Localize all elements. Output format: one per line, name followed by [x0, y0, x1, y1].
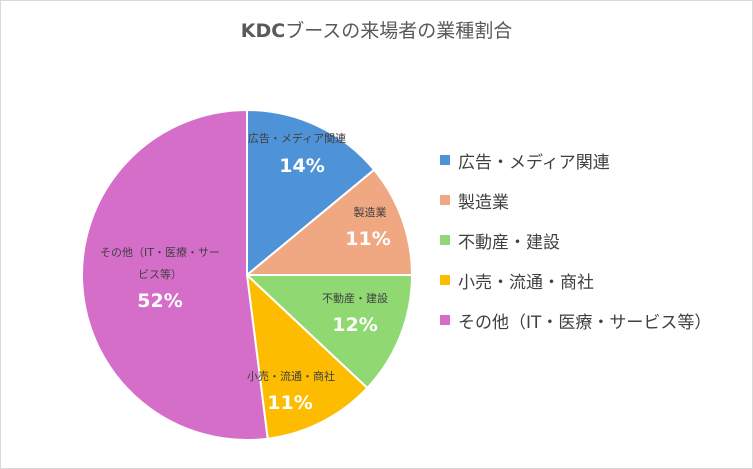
legend-label-4: その他（IT・医療・サービス等）	[458, 312, 712, 333]
slice-label-4: その他（IT・医療・サー ビス等）	[80, 242, 240, 286]
chart-title: KDCブースの来場者の業種割合	[0, 16, 753, 43]
legend: 広告・メディア関連 製造業 不動産・建設 小売・流通・商社 その他（IT・医療・…	[440, 140, 711, 340]
legend-swatch-4	[440, 315, 450, 325]
slice-label-3: 小売・流通・商社	[247, 370, 335, 383]
pie-slice-3	[245, 272, 369, 440]
legend-item-4: その他（IT・医療・サービス等）	[440, 300, 711, 340]
slice-label-4-line2: ビス等）	[138, 268, 182, 281]
slice-label-2: 不動産・建設	[322, 292, 388, 305]
slice-pct-3: 11%	[267, 392, 313, 414]
slice-label-0: 広告・メディア関連	[247, 132, 347, 145]
legend-item-2: 不動産・建設	[440, 220, 711, 260]
slice-pct-4: 52%	[137, 290, 183, 312]
legend-item-0: 広告・メディア関連	[440, 140, 711, 180]
legend-item-1: 製造業	[440, 180, 711, 220]
legend-swatch-0	[440, 155, 450, 165]
slice-pct-0: 14%	[279, 155, 325, 177]
legend-label-3: 小売・流通・商社	[458, 272, 594, 293]
slice-pct-2: 12%	[332, 314, 378, 336]
legend-label-2: 不動産・建設	[458, 232, 560, 253]
pie-slice-2	[244, 274, 414, 390]
chart-title-text: ブースの来場者の業種割合	[285, 20, 513, 42]
legend-swatch-2	[440, 235, 450, 245]
slice-label-4-line1: その他（IT・医療・サー	[100, 246, 220, 259]
legend-swatch-1	[440, 195, 450, 205]
pie-slice-4	[81, 108, 269, 441]
legend-label-0: 広告・メディア関連	[458, 152, 610, 173]
chart-title-prefix: KDC	[240, 20, 286, 42]
legend-item-3: 小売・流通・商社	[440, 260, 711, 300]
slice-pct-1: 11%	[345, 228, 391, 250]
legend-label-1: 製造業	[458, 192, 509, 213]
pie-slice-0	[246, 108, 376, 278]
legend-swatch-3	[440, 275, 450, 285]
slice-label-1: 製造業	[353, 206, 387, 219]
pie-slice-1	[244, 168, 414, 276]
